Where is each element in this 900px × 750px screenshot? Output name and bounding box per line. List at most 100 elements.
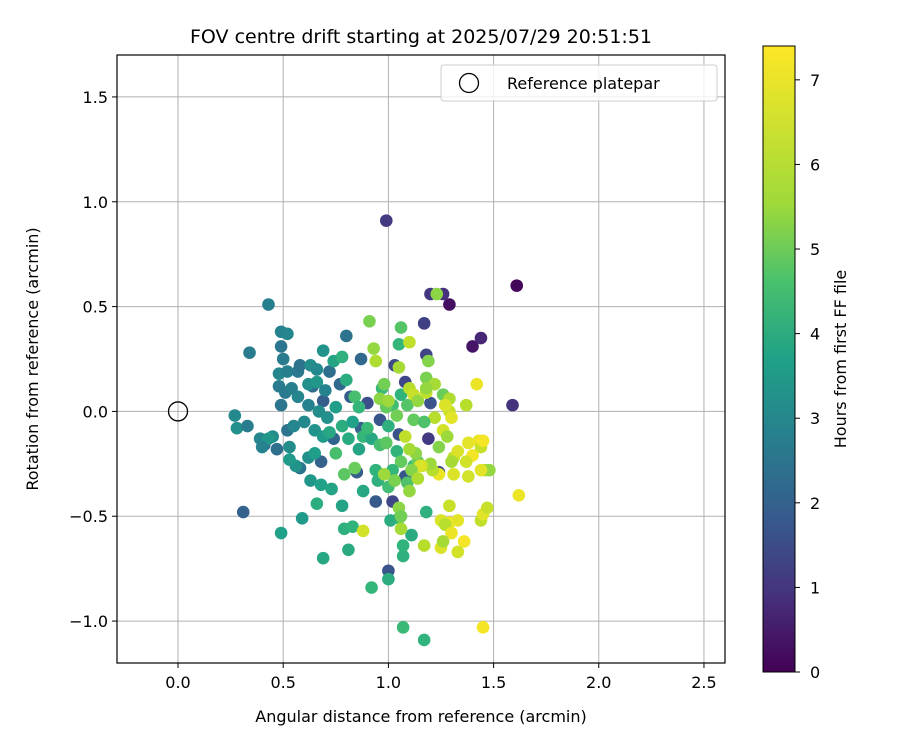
scatter-point bbox=[390, 409, 404, 422]
y-axis-title: Rotation from reference (arcmin) bbox=[23, 227, 42, 490]
scatter-point bbox=[462, 470, 475, 483]
scatter-point bbox=[281, 365, 294, 378]
reference-platepar-point bbox=[167, 401, 189, 422]
scatter-point bbox=[346, 415, 359, 429]
scatter-point bbox=[295, 512, 309, 525]
scatter-point bbox=[401, 398, 414, 412]
x-tick-label: 0.0 bbox=[165, 673, 190, 692]
scatter-point bbox=[419, 382, 433, 395]
scatter-point bbox=[377, 377, 391, 391]
scatter-point bbox=[308, 447, 322, 460]
scatter-point bbox=[314, 478, 328, 492]
scatter-point bbox=[451, 545, 465, 559]
scatter-point bbox=[407, 413, 420, 427]
scatter-point bbox=[363, 314, 376, 328]
scatter-point bbox=[430, 287, 444, 301]
scatter-point bbox=[440, 430, 454, 443]
scatter-point bbox=[382, 419, 395, 433]
scatter-point bbox=[361, 421, 374, 435]
scatter-point bbox=[316, 394, 330, 408]
x-tick-label: 2.0 bbox=[586, 673, 611, 692]
scatter-point bbox=[316, 344, 330, 357]
scatter-point bbox=[340, 329, 353, 343]
y-tick-label: 0.5 bbox=[83, 298, 108, 317]
colorbar-tick-label: 5 bbox=[810, 240, 820, 259]
scatter-point bbox=[291, 390, 305, 404]
scatter-point bbox=[241, 419, 254, 433]
y-tick-label: 1.0 bbox=[83, 193, 108, 212]
scatter-point bbox=[466, 340, 479, 353]
legend-label-reference: Reference platepar bbox=[507, 74, 660, 93]
scatter-point bbox=[474, 331, 488, 345]
scatter-point bbox=[302, 398, 315, 412]
scatter-point bbox=[346, 520, 359, 534]
scatter-points bbox=[228, 214, 526, 647]
scatter-point bbox=[365, 581, 378, 594]
scatter-point bbox=[506, 398, 519, 412]
scatter-point bbox=[274, 398, 288, 412]
scatter-point bbox=[419, 505, 433, 519]
scatter-point bbox=[422, 354, 435, 368]
scatter-point bbox=[392, 361, 406, 374]
plot-frame bbox=[116, 54, 726, 664]
scatter-point bbox=[236, 505, 250, 519]
x-axis-title: Angular distance from reference (arcmin) bbox=[255, 707, 586, 726]
scatter-point bbox=[342, 432, 355, 445]
scatter-point bbox=[230, 421, 244, 435]
scatter-point bbox=[428, 411, 441, 425]
scatter-point bbox=[451, 444, 465, 458]
scatter-point bbox=[411, 394, 425, 408]
scatter-point bbox=[270, 442, 284, 456]
scatter-point bbox=[417, 633, 431, 647]
legend: Reference platepar bbox=[440, 64, 718, 102]
scatter-point bbox=[445, 526, 458, 540]
scatter-point bbox=[424, 396, 437, 410]
scatter-point bbox=[337, 468, 351, 481]
scatter-point bbox=[392, 338, 406, 351]
scatter-point bbox=[228, 409, 242, 422]
colorbar: 0 1 2 3 4 5 6 7 Hours from first FF file bbox=[762, 45, 850, 682]
scatter-point bbox=[281, 327, 294, 341]
scatter-point bbox=[443, 499, 456, 513]
scatter-point bbox=[403, 335, 416, 349]
scatter-point bbox=[356, 484, 370, 498]
scatter-point bbox=[283, 440, 296, 454]
scatter-point bbox=[476, 434, 490, 448]
scatter-point bbox=[369, 495, 383, 508]
scatter-point bbox=[411, 472, 425, 485]
scatter-point bbox=[321, 411, 334, 425]
colorbar-tick-label: 4 bbox=[810, 325, 820, 344]
colorbar-tick-label: 2 bbox=[810, 494, 820, 513]
colorbar-title: Hours from first FF file bbox=[831, 270, 850, 449]
scatter-point bbox=[438, 398, 452, 412]
scatter-point bbox=[335, 350, 349, 364]
y-tick-label: 0.0 bbox=[83, 402, 108, 421]
scatter-point bbox=[445, 411, 458, 425]
scatter-point bbox=[436, 535, 450, 548]
scatter-point bbox=[394, 455, 408, 469]
colorbar-tick-label: 1 bbox=[810, 578, 820, 597]
scatter-point bbox=[325, 482, 338, 496]
scatter-point bbox=[459, 398, 473, 412]
colorbar-tick-label: 3 bbox=[810, 409, 820, 428]
scatter-point bbox=[462, 436, 475, 450]
scatter-point bbox=[417, 415, 431, 429]
colorbar-gradient bbox=[762, 45, 796, 673]
legend-box bbox=[440, 64, 718, 102]
scatter-point bbox=[390, 444, 404, 458]
scatter-point bbox=[379, 436, 393, 450]
scatter-point bbox=[394, 321, 408, 334]
x-tick-label: 1.0 bbox=[376, 673, 401, 692]
scatter-point bbox=[403, 442, 416, 456]
scatter-point bbox=[323, 365, 336, 378]
scatter-point bbox=[417, 539, 431, 552]
scatter-point bbox=[417, 317, 431, 330]
x-tick-label: 1.5 bbox=[481, 673, 506, 692]
scatter-point bbox=[377, 468, 391, 481]
scatter-point bbox=[274, 340, 288, 353]
colorbar-tick-label: 0 bbox=[810, 663, 820, 682]
scatter-point bbox=[470, 377, 484, 391]
scatter-point bbox=[342, 543, 355, 557]
scatter-point bbox=[310, 375, 324, 389]
